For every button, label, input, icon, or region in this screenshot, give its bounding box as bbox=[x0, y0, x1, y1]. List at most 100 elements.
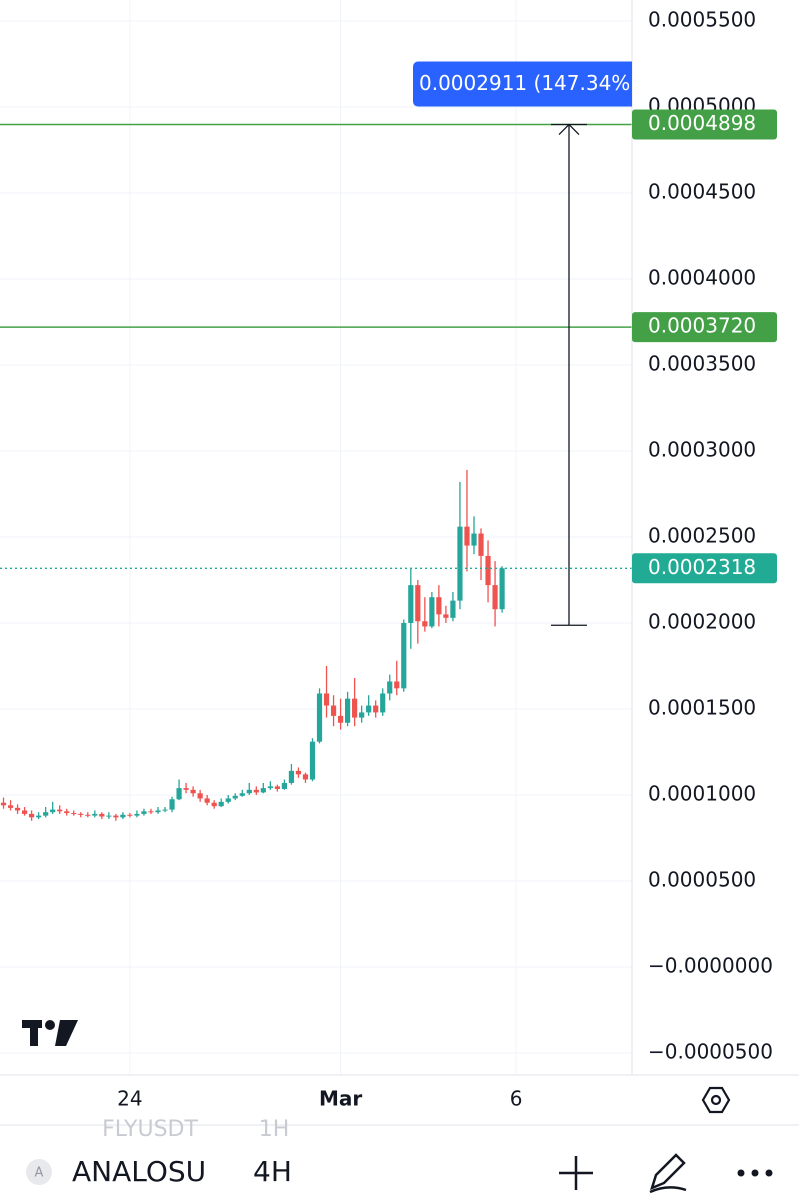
candle-body bbox=[281, 782, 287, 789]
candle-body bbox=[302, 774, 309, 780]
settings-icon[interactable] bbox=[701, 1086, 731, 1114]
avatar-letter: A bbox=[35, 1166, 44, 1181]
candle-body bbox=[85, 814, 91, 816]
measure-label-box bbox=[413, 61, 632, 107]
price-label-box bbox=[632, 312, 777, 343]
candle-body bbox=[464, 526, 470, 546]
ghost-symbol: FLYUSDT bbox=[102, 1117, 198, 1142]
candle-body bbox=[190, 789, 196, 794]
x-tick-label: 24 bbox=[117, 1087, 142, 1111]
candle-body bbox=[457, 526, 463, 601]
candle-body bbox=[204, 798, 210, 803]
candle-body bbox=[471, 533, 477, 546]
candle-body bbox=[239, 793, 245, 796]
y-tick-label: 0.0003500 bbox=[648, 351, 756, 375]
candle-body bbox=[183, 788, 189, 790]
candle-body bbox=[443, 614, 449, 618]
price-label: 0.0003720 bbox=[648, 314, 756, 338]
more-button[interactable] bbox=[737, 1169, 773, 1177]
candle-body bbox=[246, 789, 252, 794]
candle-body bbox=[323, 693, 330, 706]
candle-body bbox=[274, 786, 280, 789]
plot bbox=[0, 123, 632, 821]
y-tick-label: 0.0002000 bbox=[648, 609, 756, 633]
candle-body bbox=[64, 811, 70, 814]
candle-body bbox=[366, 705, 372, 713]
y-tick-label: 0.0005500 bbox=[648, 7, 756, 31]
ghost-interval: 1H bbox=[259, 1117, 290, 1142]
candle-body bbox=[71, 813, 77, 815]
candle-body bbox=[415, 585, 421, 622]
candle-body bbox=[450, 600, 456, 618]
candle-body bbox=[345, 698, 351, 723]
candle-body bbox=[57, 809, 63, 812]
candle-body bbox=[21, 810, 28, 814]
candle-body bbox=[478, 533, 484, 556]
candle-body bbox=[295, 770, 302, 775]
candle-body bbox=[29, 813, 35, 818]
candle-body bbox=[373, 705, 379, 713]
candle-body bbox=[50, 809, 56, 813]
price-label-box bbox=[632, 109, 777, 140]
candle-body bbox=[106, 815, 112, 817]
candle-body bbox=[394, 681, 400, 689]
candle-body bbox=[162, 809, 168, 811]
candle-body bbox=[176, 788, 182, 800]
y-tick-label: 0.0004000 bbox=[648, 265, 756, 289]
candle-body bbox=[14, 807, 21, 811]
draw-button[interactable] bbox=[649, 1153, 687, 1194]
candle-body bbox=[267, 786, 273, 789]
candle-body bbox=[352, 698, 358, 718]
candle-body bbox=[316, 693, 323, 742]
symbol[interactable]: ANALOSU bbox=[72, 1155, 206, 1188]
y-tick-label: 0.0001500 bbox=[648, 695, 756, 719]
candle-body bbox=[436, 597, 442, 615]
candle-body bbox=[225, 798, 231, 802]
candle-body bbox=[141, 811, 147, 814]
y-tick-label: −0.0000500 bbox=[648, 1039, 773, 1063]
grid bbox=[0, 0, 632, 1075]
tv-logo bbox=[22, 1020, 78, 1046]
candle-body bbox=[387, 681, 393, 694]
candle-body bbox=[288, 770, 295, 783]
candle-body bbox=[492, 585, 498, 610]
y-tick-label: 0.0001000 bbox=[648, 781, 756, 805]
interval[interactable]: 4H bbox=[253, 1155, 292, 1188]
candle-body bbox=[253, 789, 259, 793]
candle-body bbox=[169, 799, 175, 810]
candle-body bbox=[7, 805, 14, 808]
price-label: 0.0002318 bbox=[648, 555, 756, 579]
candle-body bbox=[260, 788, 266, 793]
y-tick-label: −0.0000000 bbox=[648, 953, 773, 977]
candle-body bbox=[92, 813, 98, 816]
candle-body bbox=[113, 815, 119, 818]
price-label-box bbox=[632, 553, 777, 584]
y-tick-label: 0.0000500 bbox=[648, 867, 756, 891]
candle-body bbox=[120, 814, 126, 818]
candle-body bbox=[309, 741, 316, 780]
measure-arrow bbox=[558, 123, 580, 135]
candle-body bbox=[36, 815, 42, 818]
price-label: 0.0004898 bbox=[648, 111, 756, 135]
candle-body bbox=[78, 813, 84, 815]
candle-body bbox=[429, 597, 435, 627]
avatar[interactable] bbox=[26, 1159, 52, 1185]
x-tick-label: 6 bbox=[510, 1087, 523, 1111]
candle-body bbox=[218, 801, 224, 807]
x-tick-label: Mar bbox=[319, 1087, 362, 1111]
candle-body bbox=[401, 622, 407, 689]
candle-body bbox=[337, 715, 344, 723]
y-tick-label: 0.0004500 bbox=[648, 179, 756, 203]
candle-body bbox=[380, 693, 386, 713]
candle-body bbox=[232, 795, 238, 799]
candle-body bbox=[197, 793, 203, 799]
measure-label-text: 0.0002911 (147.34%) bbox=[419, 71, 638, 95]
candle-body bbox=[155, 810, 161, 813]
candle-body bbox=[134, 813, 140, 816]
add-button[interactable] bbox=[559, 1156, 593, 1190]
candle-body bbox=[485, 555, 491, 586]
candle-body bbox=[43, 812, 49, 816]
candle-body bbox=[211, 802, 217, 807]
